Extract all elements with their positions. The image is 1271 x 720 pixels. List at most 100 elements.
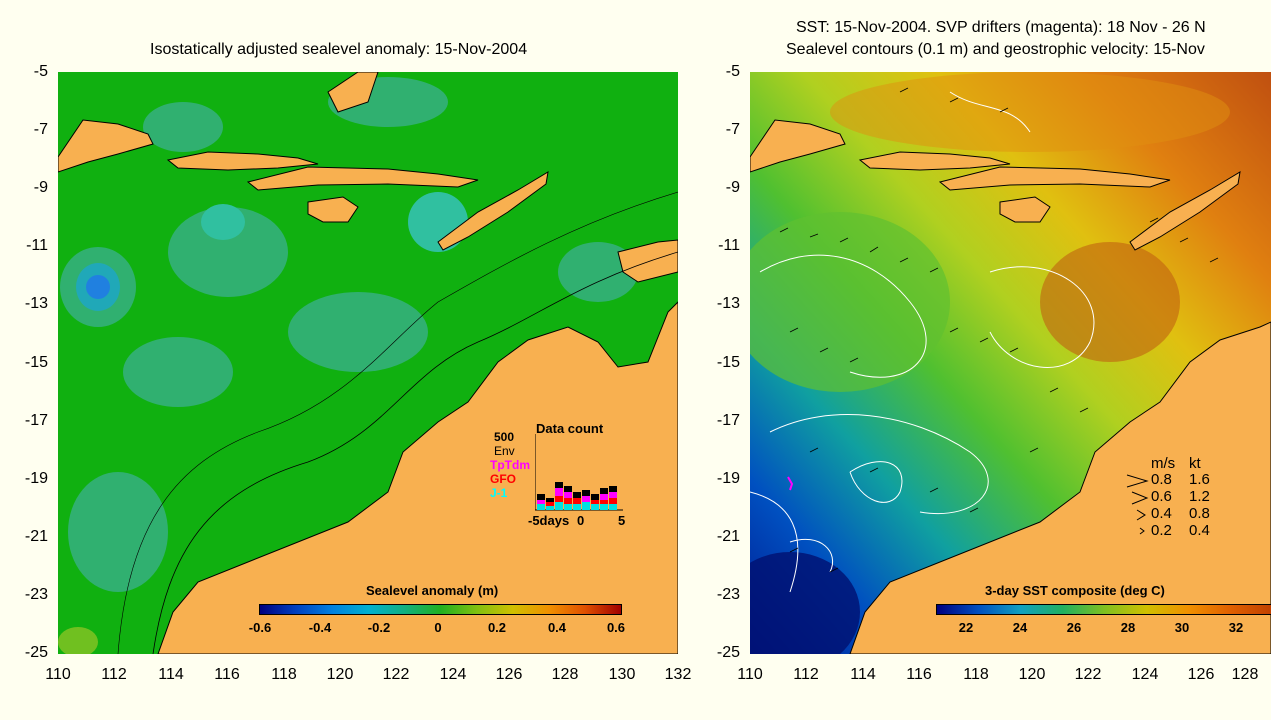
sealevel-colorbar bbox=[259, 604, 622, 615]
velocity-legend-ms-header: m/s bbox=[1151, 455, 1176, 472]
geostrophic-velocity-arrows bbox=[779, 87, 1219, 573]
anomaly-patch bbox=[408, 192, 468, 252]
x-tick: 132 bbox=[664, 666, 692, 683]
y-tick: -19 bbox=[24, 470, 48, 487]
java-island bbox=[750, 119, 846, 173]
legend-env: Env bbox=[494, 444, 515, 458]
data-count-title: Data count bbox=[536, 421, 604, 436]
y-tick: -9 bbox=[33, 179, 48, 196]
bathymetry-contour bbox=[117, 191, 678, 654]
colorbar-label: 24 bbox=[1012, 620, 1028, 635]
x-tick: 124 bbox=[1131, 666, 1159, 683]
y-tick: -23 bbox=[24, 586, 48, 603]
velocity-legend-kt: 0.4 bbox=[1189, 522, 1210, 539]
colorbar-label: 0.6 bbox=[606, 620, 626, 635]
colorbar-label: 28 bbox=[1120, 620, 1136, 635]
velocity-legend-ms: 0.6 bbox=[1151, 488, 1172, 505]
x-tick: 120 bbox=[1018, 666, 1046, 683]
x-tick: 118 bbox=[963, 666, 989, 683]
y-tick: -17 bbox=[24, 412, 48, 429]
australia-landmass bbox=[849, 321, 1271, 654]
bathymetry-contour bbox=[152, 251, 678, 654]
sst-colorbar bbox=[936, 604, 1271, 615]
colorbar-label: -0.6 bbox=[248, 620, 272, 635]
velocity-legend-ms: 0.4 bbox=[1151, 505, 1172, 522]
colorbar-label: 0.4 bbox=[547, 620, 567, 635]
x-tick: 112 bbox=[101, 666, 127, 683]
x-tick: 114 bbox=[850, 666, 876, 683]
sealevel-colorbar-title: Sealevel anomaly (m) bbox=[366, 583, 499, 598]
sst-patch bbox=[750, 552, 860, 654]
anomaly-patch bbox=[288, 292, 428, 372]
x-tick: 110 bbox=[45, 666, 71, 683]
velocity-legend-ms: 0.8 bbox=[1151, 471, 1172, 488]
data-count-ymax: 500 bbox=[494, 430, 515, 444]
anomaly-patch bbox=[58, 627, 98, 654]
velocity-legend-kt: 0.8 bbox=[1189, 505, 1210, 522]
lesser-sunda-islands bbox=[938, 166, 1171, 191]
y-tick: -21 bbox=[716, 528, 740, 545]
anomaly-patch bbox=[68, 472, 168, 592]
x-tick: 110 bbox=[737, 666, 763, 683]
colorbar-label: 30 bbox=[1174, 620, 1190, 635]
java-island bbox=[58, 119, 154, 173]
svp-drifter-track bbox=[787, 476, 794, 491]
inset-x-mid: 0 bbox=[577, 513, 585, 528]
y-tick: -7 bbox=[725, 121, 740, 138]
velocity-legend-arrows bbox=[1126, 474, 1149, 535]
y-tick: -11 bbox=[26, 237, 48, 254]
y-tick: -5 bbox=[725, 63, 740, 80]
colorbar-label: 0 bbox=[434, 620, 442, 635]
sealevel-map-svg bbox=[58, 72, 678, 654]
x-tick: 130 bbox=[608, 666, 636, 683]
y-tick: -7 bbox=[33, 121, 48, 138]
histogram-bars bbox=[537, 482, 617, 510]
sst-patch bbox=[1040, 242, 1180, 362]
y-tick: -15 bbox=[716, 354, 740, 371]
sealevel-contours bbox=[750, 91, 1095, 593]
tanimbar-islands bbox=[617, 239, 678, 283]
velocity-legend-kt-header: kt bbox=[1189, 455, 1201, 472]
x-tick: 126 bbox=[1187, 666, 1215, 683]
australia-landmass bbox=[157, 301, 678, 654]
x-tick: 118 bbox=[271, 666, 297, 683]
colorbar-label: 22 bbox=[958, 620, 974, 635]
legend-tptdm: TpTdm bbox=[490, 458, 530, 472]
anomaly-patch bbox=[201, 204, 245, 240]
velocity-legend-kt: 1.2 bbox=[1189, 488, 1210, 505]
y-tick: -21 bbox=[24, 528, 48, 545]
y-tick: -25 bbox=[716, 644, 740, 661]
sst-patch bbox=[830, 72, 1230, 152]
x-tick: 116 bbox=[214, 666, 240, 683]
y-tick: -13 bbox=[24, 295, 48, 312]
velocity-legend-kt: 1.6 bbox=[1189, 471, 1210, 488]
sumba-island bbox=[307, 196, 359, 223]
x-tick: 120 bbox=[326, 666, 354, 683]
right-map-title-line1: SST: 15-Nov-2004. SVP drifters (magenta)… bbox=[796, 19, 1206, 36]
right-map-title-line2: Sealevel contours (0.1 m) and geostrophi… bbox=[786, 41, 1205, 58]
inset-x-left: -5days bbox=[528, 513, 570, 528]
x-tick: 112 bbox=[793, 666, 819, 683]
sumba-island bbox=[999, 196, 1051, 223]
y-tick: -15 bbox=[24, 354, 48, 371]
lesser-sunda-islands bbox=[858, 151, 1011, 171]
x-tick: 124 bbox=[439, 666, 467, 683]
anomaly-patch bbox=[143, 102, 223, 152]
sst-map bbox=[750, 72, 1271, 654]
left-map-title: Isostatically adjusted sealevel anomaly:… bbox=[150, 41, 528, 58]
y-tick: -13 bbox=[716, 295, 740, 312]
colorbar-label: 32 bbox=[1228, 620, 1244, 635]
x-tick: 114 bbox=[158, 666, 184, 683]
sealevel-map bbox=[58, 72, 678, 654]
y-tick: -25 bbox=[24, 644, 48, 661]
y-tick: -17 bbox=[716, 412, 740, 429]
sst-colorbar-title: 3-day SST composite (deg C) bbox=[985, 583, 1165, 598]
timor-island bbox=[437, 171, 549, 251]
sst-map-svg bbox=[750, 72, 1271, 654]
y-tick: -19 bbox=[716, 470, 740, 487]
timor-island bbox=[1129, 171, 1241, 251]
lesser-sunda-islands bbox=[246, 166, 479, 191]
anomaly-patch bbox=[558, 242, 638, 302]
anomaly-patch bbox=[86, 275, 110, 299]
colorbar-label: 0.2 bbox=[487, 620, 507, 635]
